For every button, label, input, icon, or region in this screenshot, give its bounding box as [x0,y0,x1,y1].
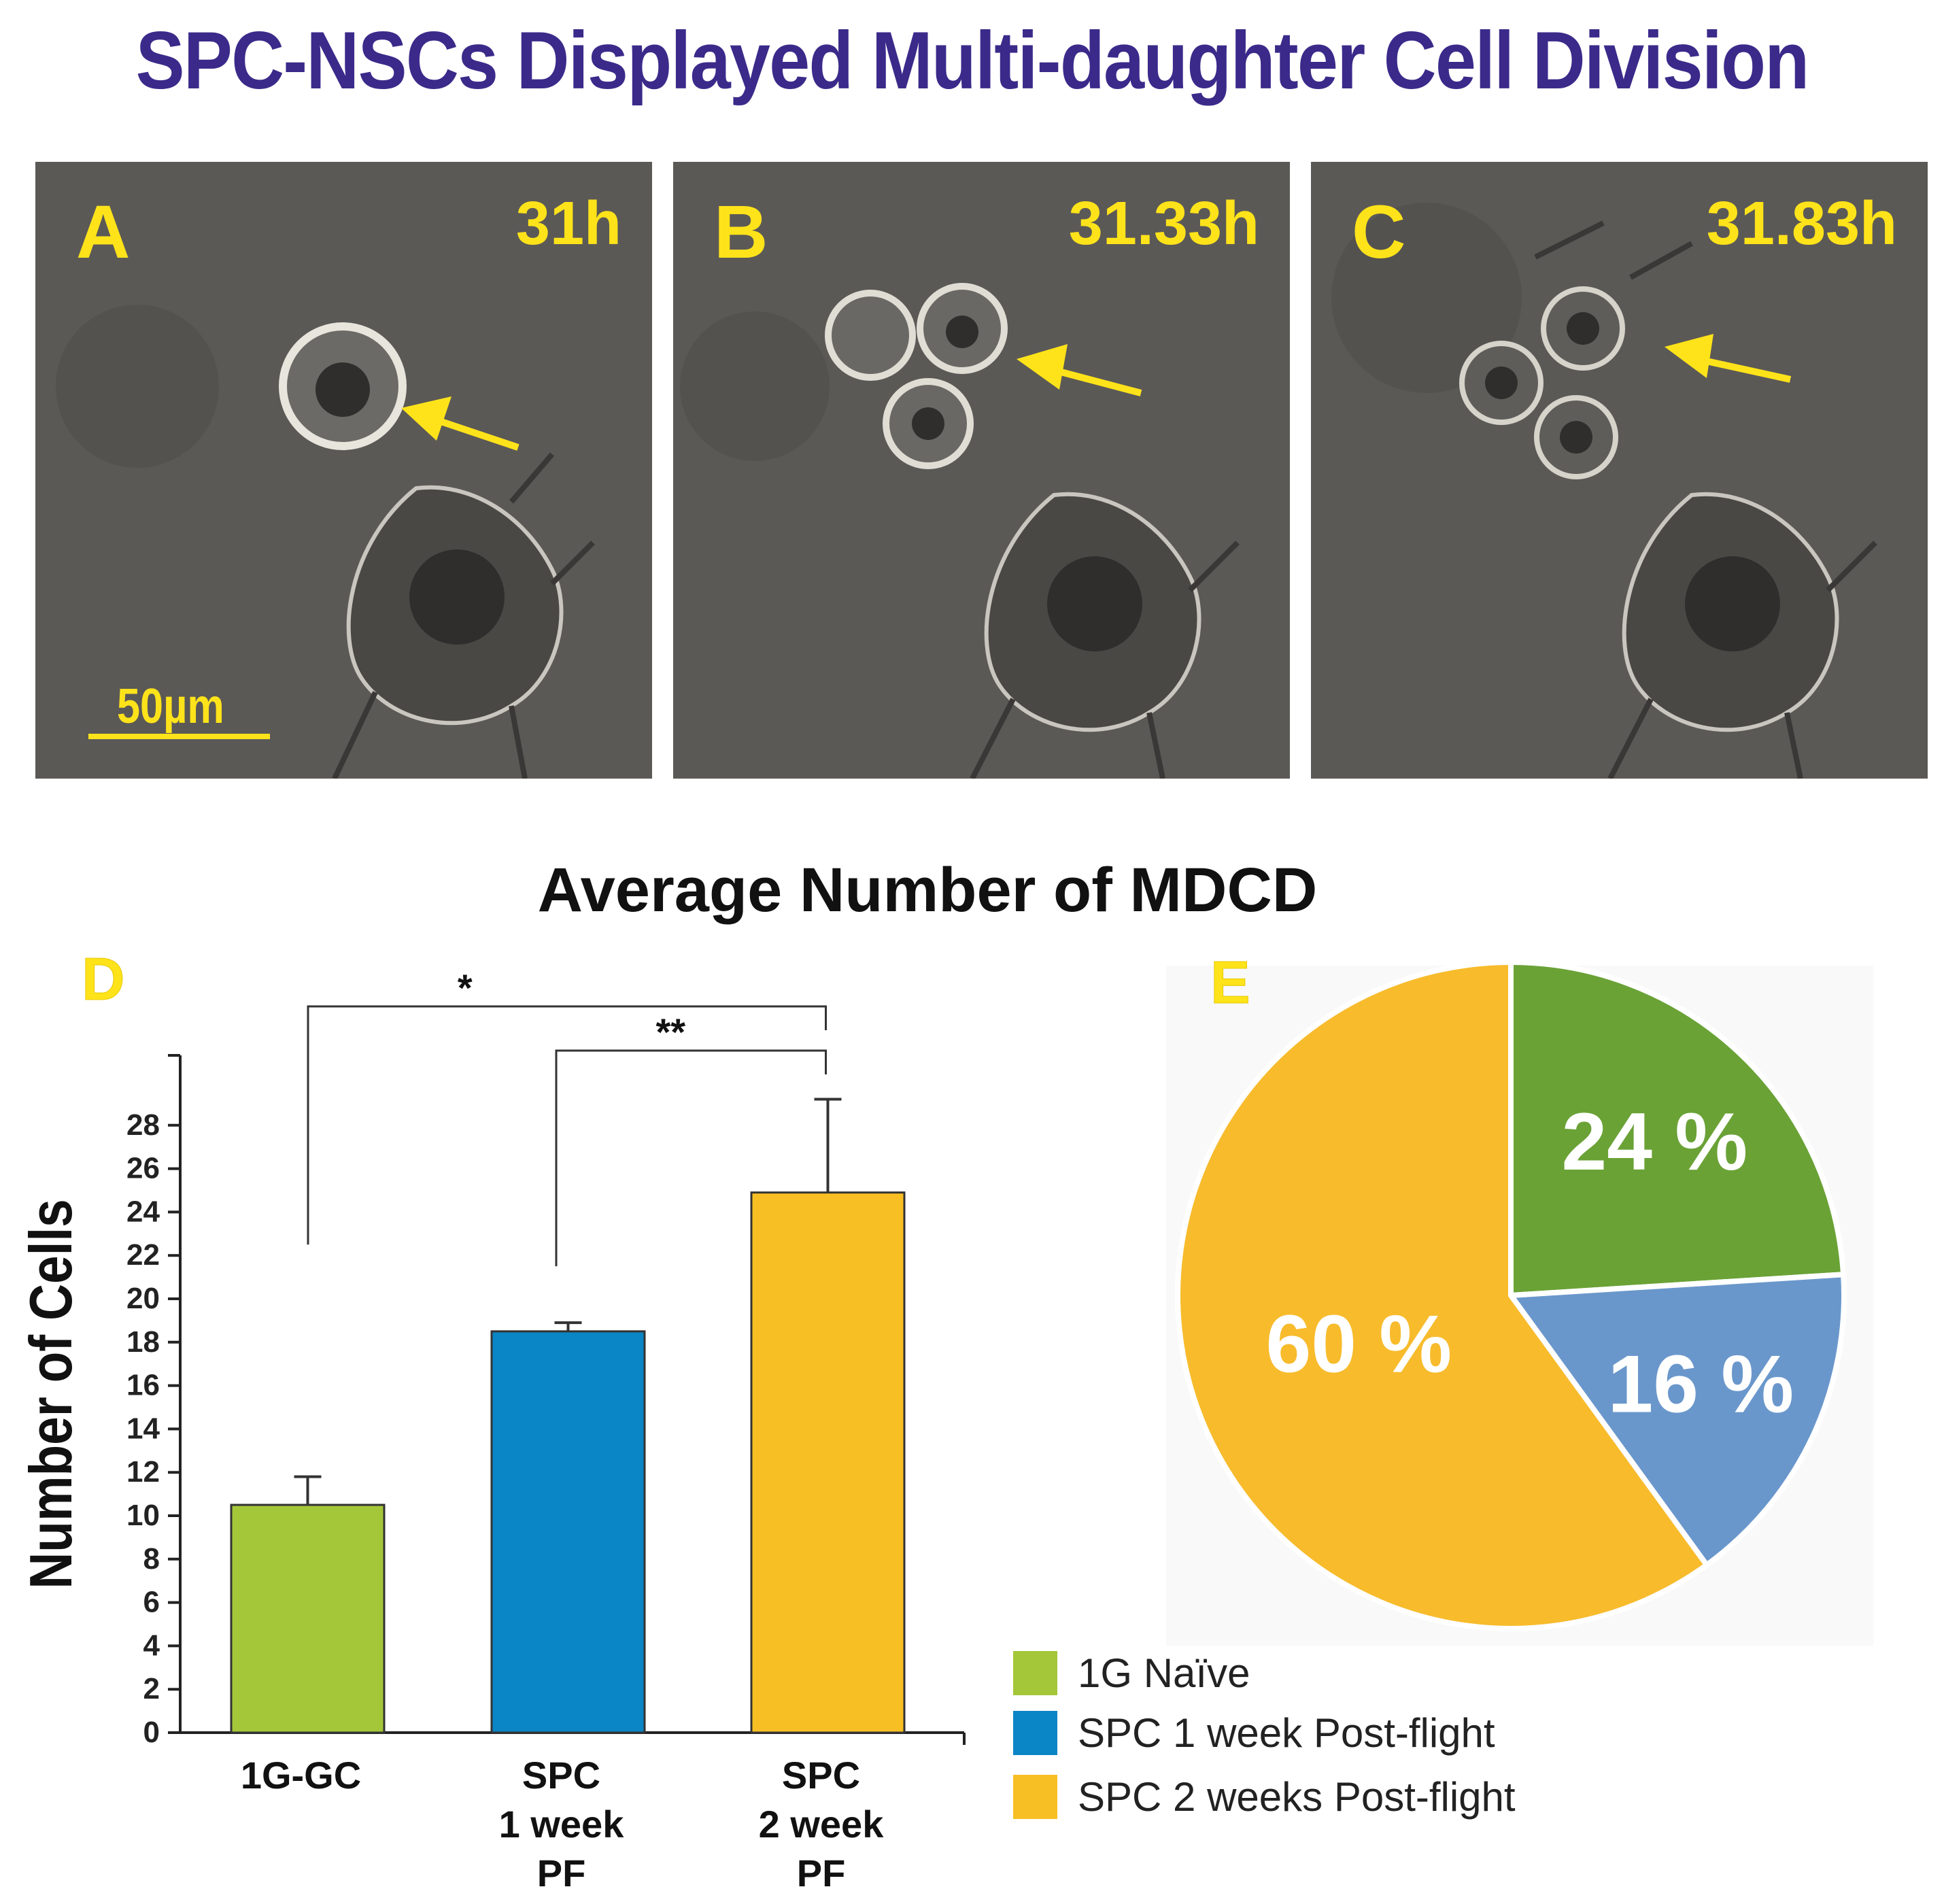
significance-label: * [458,966,473,1009]
chart-title: Average Number of MDCD [538,855,1318,925]
x-category-label: 2 week [759,1803,885,1846]
pie-slice-label: 16 % [1608,1338,1794,1429]
legend-item-spc-2-weeks: SPC 2 weeks Post-flight [1013,1773,1516,1820]
significance-bracket [555,1049,827,1267]
y-tick-label: 12 [126,1455,160,1489]
panel-time-b: 31.33h [1068,190,1259,258]
legend-label: SPC 2 weeks Post-flight [1078,1773,1516,1820]
panel-time-c: 31.83h [1706,190,1897,258]
y-tick-label: 24 [126,1195,160,1228]
arrowhead-a [401,396,451,441]
significance-label: ** [655,1010,685,1053]
bar-chart: Average Number of MDCDD02468101214161820… [18,855,1317,1894]
charts-canvas: Average Number of MDCDD02468101214161820… [18,855,1873,1894]
y-tick-label: 0 [143,1716,160,1749]
legend-swatch-orange [1013,1774,1057,1819]
x-category-label: SPC [522,1754,600,1797]
micrograph-c-image [1311,162,1928,779]
y-tick-label: 8 [143,1542,160,1576]
micrograph-panel-c: C 31.83h [1311,162,1928,779]
significance-bracket [307,1005,827,1245]
bar-1 [230,1503,386,1734]
x-category-label: 1 week [499,1803,625,1846]
panel-label-d: D [82,945,125,1013]
legend-item-spc-1-week: SPC 1 week Post-flight [1013,1709,1495,1756]
bar-3 [750,1191,906,1734]
legend-item-1g-naive: 1G Naïve [1013,1649,1250,1697]
bar-2 [490,1330,646,1734]
y-tick-label: 2 [143,1672,160,1705]
x-category-label: 1G-GC [241,1754,361,1797]
panel-label-b: B [714,190,768,274]
y-tick-label: 4 [143,1629,160,1662]
x-category-label: PF [537,1852,586,1894]
micrograph-a-image [35,162,652,779]
arrowhead-b [1017,344,1068,390]
y-tick-label: 16 [126,1369,160,1402]
y-tick-label: 20 [126,1282,160,1315]
y-tick-label: 14 [126,1412,160,1445]
y-tick-label: 28 [126,1108,160,1142]
x-category-label: PF [797,1852,846,1894]
y-tick-label: 6 [143,1586,160,1619]
legend-label: 1G Naïve [1078,1650,1250,1696]
pie-slice-label: 60 % [1266,1299,1452,1390]
arrow-a [432,415,519,451]
arrow-b [1049,366,1142,396]
legend-swatch-blue [1013,1710,1057,1755]
panel-label-c: C [1352,190,1406,274]
arrowhead-c [1665,334,1713,378]
micrograph-panel-b: B 31.33h [673,162,1290,779]
y-tick-label: 18 [126,1325,160,1359]
y-tick-label: 26 [126,1152,160,1185]
pie-chart: E 24 % 16 % 60 % [1166,949,1873,1646]
scale-bar-label: 50µm [117,679,224,734]
micrograph-b-image [673,162,1290,779]
legend-label: SPC 1 week Post-flight [1078,1710,1495,1756]
x-category-label: SPC [782,1754,860,1797]
pie-slice-label: 24 % [1562,1096,1748,1187]
micrograph-panel-a: A 31h 50µm [35,162,652,779]
pie-slice-1 [1508,959,1847,1299]
pie-slice-2 [1505,1271,1847,1569]
figure-title: SPC-NSCs Displayed Multi-daughter Cell D… [135,15,1810,106]
y-tick-label: 22 [126,1238,160,1272]
panel-label-e: E [1210,949,1250,1016]
y-axis-label: Number of Cells [18,1199,84,1588]
pie-slice-3 [1175,959,1711,1631]
panel-label-a: A [76,190,131,274]
y-tick-label: 10 [126,1499,160,1532]
legend-swatch-green [1013,1650,1057,1695]
panel-time-a: 31h [515,190,621,258]
